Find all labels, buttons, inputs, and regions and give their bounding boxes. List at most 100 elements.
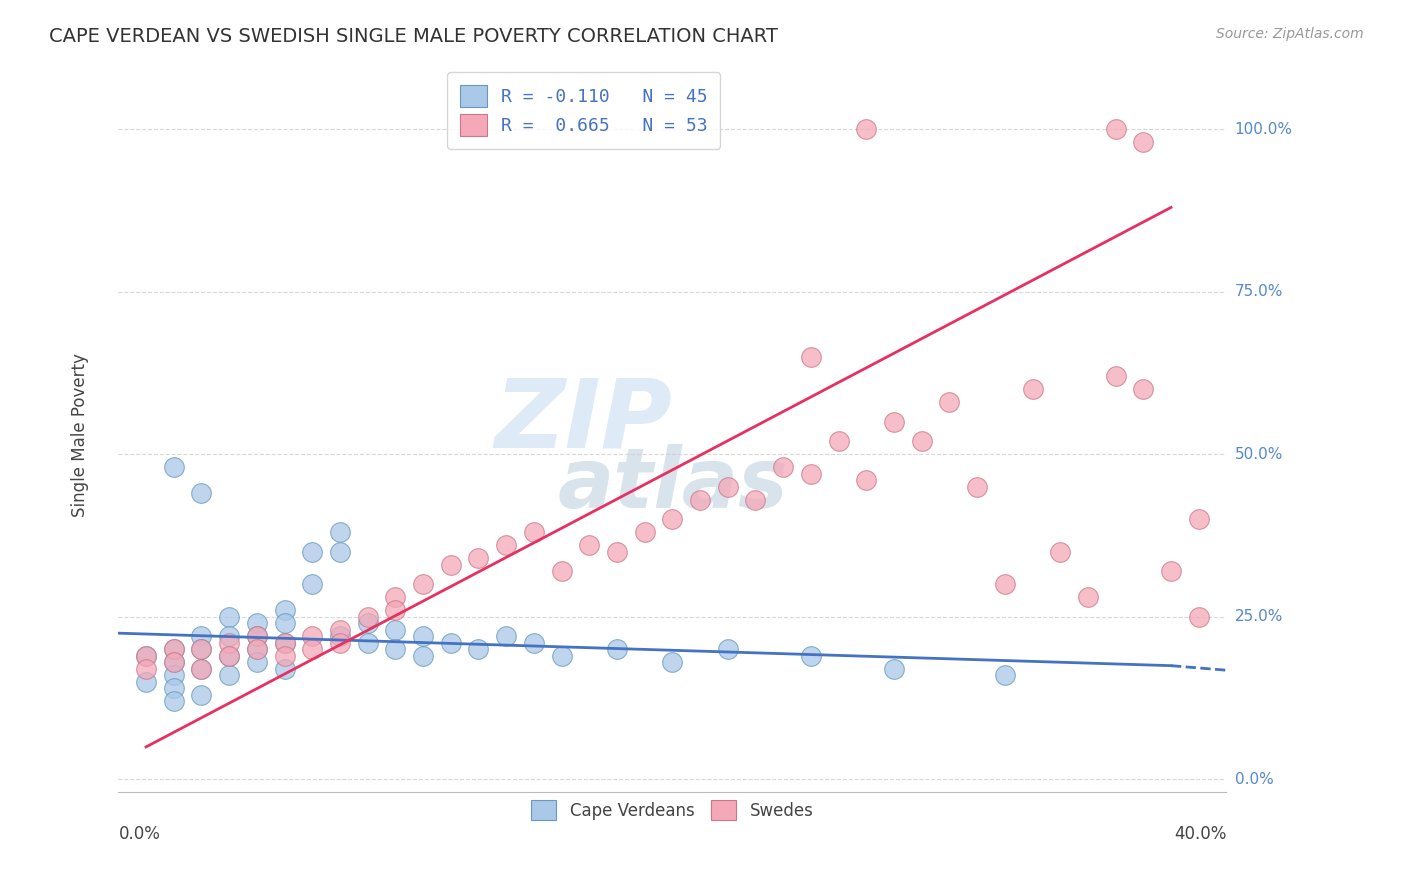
Text: 100.0%: 100.0% bbox=[1234, 122, 1292, 137]
Text: 0.0%: 0.0% bbox=[118, 824, 160, 843]
Point bbox=[329, 636, 352, 650]
Point bbox=[938, 395, 960, 409]
Point bbox=[1104, 122, 1126, 136]
Point bbox=[301, 642, 323, 657]
Point bbox=[855, 122, 877, 136]
Point bbox=[717, 642, 740, 657]
Point bbox=[606, 545, 628, 559]
Point bbox=[440, 558, 463, 572]
Point bbox=[163, 656, 186, 670]
Point bbox=[163, 668, 186, 682]
Point bbox=[384, 642, 406, 657]
Text: Single Male Poverty: Single Male Poverty bbox=[70, 353, 89, 516]
Point bbox=[246, 616, 269, 631]
Point bbox=[163, 656, 186, 670]
Point bbox=[412, 648, 434, 663]
Point bbox=[190, 642, 212, 657]
Point bbox=[412, 577, 434, 591]
Point bbox=[301, 577, 323, 591]
Point bbox=[135, 648, 157, 663]
Point bbox=[495, 629, 517, 643]
Point bbox=[717, 480, 740, 494]
Point bbox=[1188, 610, 1211, 624]
Point bbox=[329, 629, 352, 643]
Legend: Cape Verdeans, Swedes: Cape Verdeans, Swedes bbox=[524, 793, 820, 827]
Point bbox=[1132, 136, 1154, 150]
Point bbox=[1160, 565, 1182, 579]
Text: atlas: atlas bbox=[557, 444, 787, 525]
Text: 50.0%: 50.0% bbox=[1234, 447, 1284, 462]
Point bbox=[357, 636, 380, 650]
Point bbox=[606, 642, 628, 657]
Point bbox=[855, 474, 877, 488]
Point bbox=[190, 662, 212, 676]
Text: CAPE VERDEAN VS SWEDISH SINGLE MALE POVERTY CORRELATION CHART: CAPE VERDEAN VS SWEDISH SINGLE MALE POVE… bbox=[49, 27, 778, 45]
Point bbox=[163, 642, 186, 657]
Point bbox=[246, 629, 269, 643]
Point bbox=[412, 629, 434, 643]
Point bbox=[190, 688, 212, 702]
Point bbox=[744, 492, 766, 507]
Point bbox=[357, 610, 380, 624]
Point bbox=[246, 629, 269, 643]
Point bbox=[1104, 369, 1126, 384]
Text: 40.0%: 40.0% bbox=[1174, 824, 1226, 843]
Point bbox=[883, 662, 905, 676]
Point bbox=[578, 538, 600, 552]
Point bbox=[301, 629, 323, 643]
Point bbox=[467, 551, 489, 566]
Point bbox=[523, 636, 546, 650]
Text: ZIP: ZIP bbox=[495, 374, 672, 467]
Point bbox=[1077, 591, 1099, 605]
Text: 25.0%: 25.0% bbox=[1234, 609, 1284, 624]
Text: 0.0%: 0.0% bbox=[1234, 772, 1274, 787]
Point bbox=[772, 460, 794, 475]
Point bbox=[218, 636, 240, 650]
Point bbox=[994, 577, 1017, 591]
Point bbox=[827, 434, 849, 449]
Point bbox=[273, 636, 295, 650]
Point bbox=[273, 616, 295, 631]
Point bbox=[550, 565, 572, 579]
Point bbox=[218, 648, 240, 663]
Point bbox=[994, 668, 1017, 682]
Point bbox=[911, 434, 934, 449]
Point bbox=[163, 694, 186, 708]
Point bbox=[883, 415, 905, 429]
Point bbox=[384, 603, 406, 617]
Point bbox=[329, 623, 352, 637]
Point bbox=[190, 629, 212, 643]
Point bbox=[1021, 383, 1043, 397]
Point bbox=[495, 538, 517, 552]
Point bbox=[661, 656, 683, 670]
Point bbox=[218, 648, 240, 663]
Point bbox=[329, 525, 352, 540]
Point bbox=[246, 642, 269, 657]
Point bbox=[550, 648, 572, 663]
Point bbox=[190, 662, 212, 676]
Point bbox=[357, 616, 380, 631]
Point bbox=[190, 642, 212, 657]
Point bbox=[800, 648, 823, 663]
Point bbox=[135, 674, 157, 689]
Point bbox=[163, 460, 186, 475]
Point bbox=[135, 662, 157, 676]
Point bbox=[1049, 545, 1071, 559]
Point bbox=[440, 636, 463, 650]
Point bbox=[163, 642, 186, 657]
Point bbox=[467, 642, 489, 657]
Point bbox=[1188, 512, 1211, 526]
Point bbox=[384, 623, 406, 637]
Point bbox=[800, 350, 823, 364]
Point bbox=[246, 642, 269, 657]
Point bbox=[273, 662, 295, 676]
Point bbox=[301, 545, 323, 559]
Point bbox=[634, 525, 657, 540]
Point bbox=[689, 492, 711, 507]
Point bbox=[661, 512, 683, 526]
Point bbox=[523, 525, 546, 540]
Point bbox=[218, 668, 240, 682]
Point bbox=[190, 486, 212, 500]
Point bbox=[246, 656, 269, 670]
Point bbox=[135, 648, 157, 663]
